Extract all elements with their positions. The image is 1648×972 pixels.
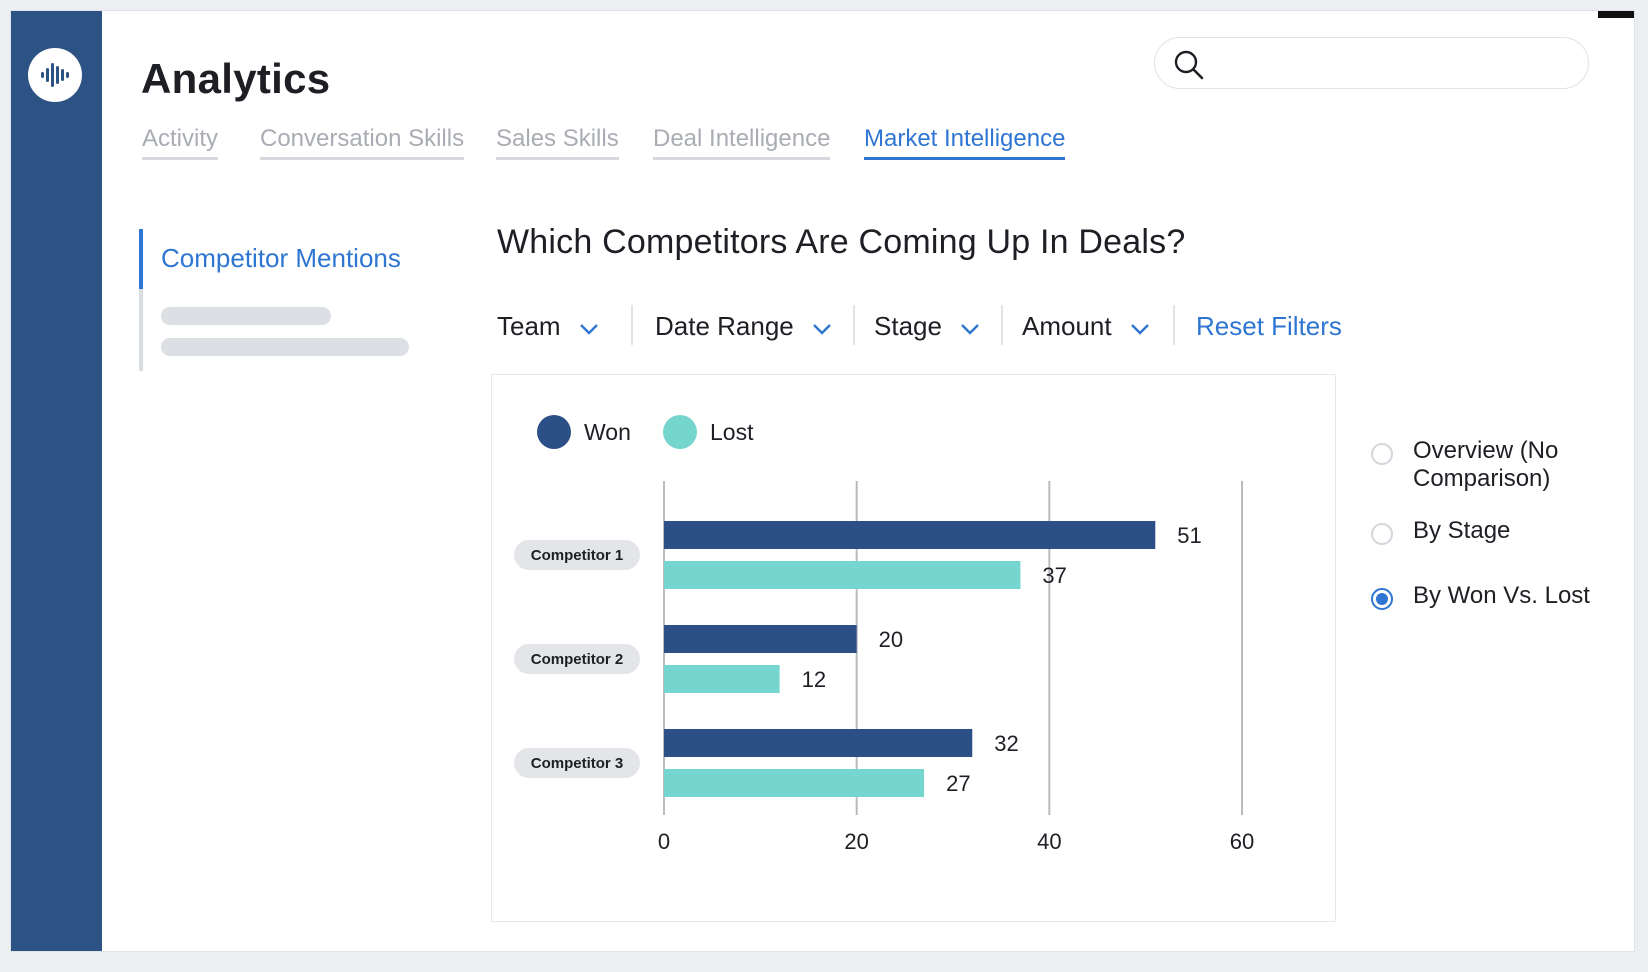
data-label: 20 bbox=[879, 627, 903, 652]
filter-divider bbox=[853, 305, 855, 345]
search-icon bbox=[1173, 49, 1205, 86]
subnav-item-competitor-mentions[interactable]: Competitor Mentions bbox=[161, 243, 401, 273]
filter-bar: Team Date Range Stage Amount Re bbox=[497, 301, 1397, 351]
data-label: 32 bbox=[994, 731, 1018, 756]
tab-sales-skills[interactable]: Sales Skills bbox=[496, 125, 619, 160]
bar-won bbox=[664, 521, 1156, 549]
subnav-placeholder-item bbox=[161, 307, 331, 325]
filter-divider bbox=[1001, 305, 1003, 345]
filter-divider bbox=[631, 305, 633, 345]
data-label: 12 bbox=[802, 667, 826, 692]
x-tick-label: 0 bbox=[658, 829, 670, 854]
legend-label-lost: Lost bbox=[710, 419, 754, 445]
radio-button[interactable] bbox=[1371, 443, 1393, 465]
reset-filters-button[interactable]: Reset Filters bbox=[1196, 310, 1342, 341]
bar-lost bbox=[664, 561, 1021, 589]
amount-filter-dropdown[interactable]: Amount bbox=[1022, 301, 1150, 351]
date-range-filter-label: Date Range bbox=[655, 310, 794, 341]
soundwave-icon[interactable] bbox=[28, 48, 82, 102]
bar-lost bbox=[664, 769, 925, 797]
radio-button[interactable] bbox=[1371, 523, 1393, 545]
data-label: 51 bbox=[1177, 523, 1201, 548]
category-label: Competitor 2 bbox=[531, 651, 624, 668]
category-label-pill bbox=[514, 644, 640, 674]
radio-option-label: By Stage bbox=[1413, 517, 1511, 544]
team-filter-dropdown[interactable]: Team bbox=[497, 301, 599, 351]
radio-option-label: Overview (No Comparison) bbox=[1413, 437, 1559, 492]
radio-button-selected[interactable] bbox=[1371, 588, 1393, 610]
team-filter-label: Team bbox=[497, 310, 561, 341]
x-tick-label: 40 bbox=[1037, 829, 1061, 854]
sub-navigation: Competitor Mentions bbox=[139, 229, 443, 371]
bar-won bbox=[664, 625, 857, 653]
page-title: Analytics bbox=[141, 55, 331, 102]
data-label: 27 bbox=[946, 771, 970, 796]
section-heading: Which Competitors Are Coming Up In Deals… bbox=[497, 223, 1186, 261]
amount-filter-label: Amount bbox=[1022, 310, 1112, 341]
chevron-down-icon bbox=[812, 312, 832, 343]
category-label-pill bbox=[514, 540, 640, 570]
radio-option-overview[interactable]: Overview (No Comparison) bbox=[1371, 437, 1613, 493]
stage-filter-label: Stage bbox=[874, 310, 942, 341]
app-window: Analytics Activity Conversation Skills S… bbox=[10, 10, 1635, 952]
category-label: Competitor 3 bbox=[531, 755, 624, 772]
chevron-down-icon bbox=[1130, 312, 1150, 343]
legend-label-won: Won bbox=[584, 419, 631, 445]
category-label: Competitor 1 bbox=[531, 547, 624, 564]
data-label: 37 bbox=[1042, 563, 1066, 588]
x-tick-label: 60 bbox=[1230, 829, 1254, 854]
subnav-active-indicator bbox=[139, 229, 143, 289]
chevron-down-icon bbox=[579, 312, 599, 343]
legend-marker-lost bbox=[663, 415, 697, 449]
competitor-bar-chart: 0 20 40 60 Won Lost Competitor 1 51 37 Competitor… bbox=[514, 415, 1254, 854]
window-corner-mark bbox=[1598, 11, 1634, 18]
tab-activity[interactable]: Activity bbox=[142, 125, 219, 160]
chevron-down-icon bbox=[960, 312, 980, 343]
tab-conversation-skills[interactable]: Conversation Skills bbox=[260, 125, 465, 160]
search-box[interactable] bbox=[1154, 37, 1589, 89]
sidebar bbox=[11, 11, 102, 951]
bar-lost bbox=[664, 665, 780, 693]
bar-won bbox=[664, 729, 973, 757]
filter-divider bbox=[1173, 305, 1175, 345]
radio-option-by-stage[interactable]: By Stage bbox=[1371, 517, 1510, 545]
radio-option-by-won-vs-lost[interactable]: By Won Vs. Lost bbox=[1371, 582, 1590, 610]
tab-market-intelligence[interactable]: Market Intelligence bbox=[864, 125, 1066, 160]
subnav-placeholder-item bbox=[161, 338, 409, 356]
chart-card: 0 20 40 60 Won Lost Competitor 1 51 37 Competitor… bbox=[491, 374, 1336, 922]
legend-marker-won bbox=[537, 415, 571, 449]
tab-deal-intelligence[interactable]: Deal Intelligence bbox=[653, 125, 831, 160]
x-tick-label: 20 bbox=[844, 829, 868, 854]
stage-filter-dropdown[interactable]: Stage bbox=[874, 301, 980, 351]
radio-option-label: By Won Vs. Lost bbox=[1413, 582, 1590, 609]
category-label-pill bbox=[514, 748, 640, 778]
date-range-filter-dropdown[interactable]: Date Range bbox=[655, 301, 832, 351]
